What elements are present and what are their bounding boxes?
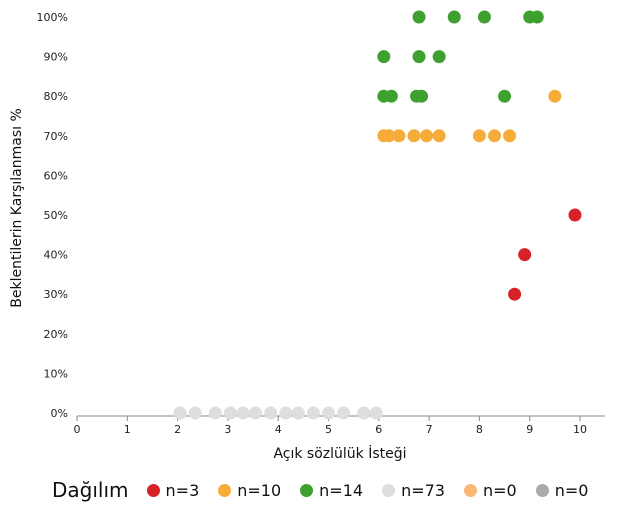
data-point	[292, 407, 305, 420]
data-point	[518, 248, 531, 261]
x-axis-label: Açık sözlülük İsteği	[273, 444, 406, 462]
y-tick-label: 30%	[44, 288, 68, 301]
series-0	[508, 209, 581, 301]
legend-items: n=3 n=10 n=14 n=73 n=0 n=0	[147, 481, 608, 500]
data-point	[548, 90, 561, 103]
y-tick-label: 90%	[44, 51, 68, 64]
y-tick-label: 20%	[44, 328, 68, 341]
scatter-chart: 0% 10% 20% 30% 40% 50% 60% 70% 80% 90% 100% 0 1 2 3 4 5…	[0, 0, 630, 470]
data-point	[377, 50, 390, 63]
data-point	[189, 407, 202, 420]
legend-item-3: n=73	[382, 481, 445, 500]
y-axis-ticks: 0% 10% 20% 30% 40% 50% 60% 70% 80% 90% 100%	[37, 11, 68, 420]
y-tick-label: 50%	[44, 209, 68, 222]
data-point	[508, 288, 521, 301]
x-tick-label: 6	[375, 423, 382, 436]
x-tick-label: 9	[526, 423, 533, 436]
legend-item-1: n=10	[218, 481, 281, 500]
y-tick-label: 0%	[51, 407, 68, 420]
data-point	[392, 129, 405, 142]
x-tick-label: 5	[325, 423, 332, 436]
data-point	[224, 407, 237, 420]
y-tick-label: 10%	[44, 367, 68, 380]
legend-swatch	[300, 484, 313, 497]
legend-swatch	[536, 484, 549, 497]
legend-item-2: n=14	[300, 481, 363, 500]
data-point	[209, 407, 222, 420]
data-point	[337, 407, 350, 420]
data-point	[370, 407, 383, 420]
data-point	[264, 407, 277, 420]
data-point	[478, 11, 491, 24]
data-point	[279, 407, 292, 420]
legend-title: Dağılım	[52, 478, 129, 502]
legend-swatch	[218, 484, 231, 497]
data-point	[236, 407, 249, 420]
data-point	[503, 129, 516, 142]
x-tick-label: 10	[573, 423, 587, 436]
data-point	[413, 50, 426, 63]
legend-swatch	[147, 484, 160, 497]
legend-label: n=10	[237, 481, 281, 500]
series-2	[377, 11, 543, 103]
data-point	[413, 11, 426, 24]
data-point	[357, 407, 370, 420]
data-point	[307, 407, 320, 420]
data-point	[408, 129, 421, 142]
y-tick-label: 80%	[44, 90, 68, 103]
data-point	[385, 90, 398, 103]
data-point	[498, 90, 511, 103]
y-tick-label: 40%	[44, 249, 68, 262]
data-point	[433, 129, 446, 142]
data-point	[433, 50, 446, 63]
series-1	[377, 90, 561, 143]
data-point	[420, 129, 433, 142]
legend-item-4: n=0	[464, 481, 517, 500]
legend-item-0: n=3	[147, 481, 200, 500]
data-points	[174, 11, 582, 420]
data-point	[473, 129, 486, 142]
legend-label: n=0	[555, 481, 589, 500]
legend-label: n=3	[166, 481, 200, 500]
x-tick-label: 2	[174, 423, 181, 436]
data-point	[249, 407, 262, 420]
y-tick-label: 70%	[44, 130, 68, 143]
x-tick-label: 0	[74, 423, 81, 436]
y-tick-label: 100%	[37, 11, 68, 24]
legend-swatch	[382, 484, 395, 497]
data-point	[531, 11, 544, 24]
legend-label: n=0	[483, 481, 517, 500]
x-tick-label: 3	[224, 423, 231, 436]
data-point	[488, 129, 501, 142]
y-tick-label: 60%	[44, 169, 68, 182]
legend-swatch	[464, 484, 477, 497]
x-tick-label: 8	[476, 423, 483, 436]
legend-label: n=14	[319, 481, 363, 500]
x-tick-label: 7	[426, 423, 433, 436]
data-point	[322, 407, 335, 420]
legend-item-5: n=0	[536, 481, 589, 500]
legend: Dağılım n=3 n=10 n=14 n=73 n=0 n=0	[52, 478, 607, 502]
data-point	[568, 209, 581, 222]
data-point	[448, 11, 461, 24]
data-point	[174, 407, 187, 420]
y-axis-label: Beklentilerin Karşılanması %	[9, 108, 25, 308]
data-point	[415, 90, 428, 103]
legend-label: n=73	[401, 481, 445, 500]
x-tick-label: 4	[275, 423, 282, 436]
x-tick-label: 1	[124, 423, 131, 436]
